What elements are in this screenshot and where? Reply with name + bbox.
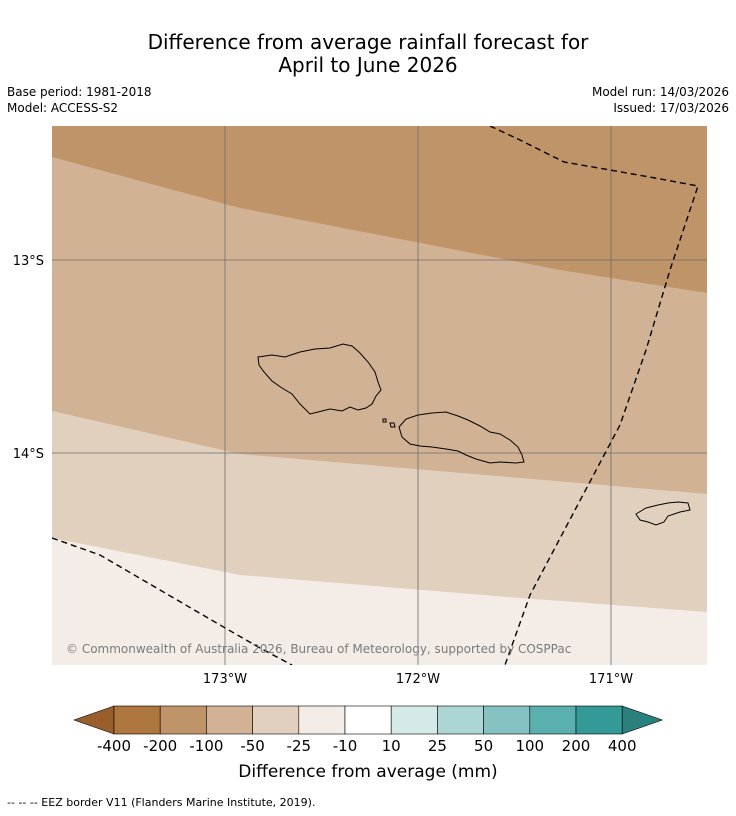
model-name: Model: ACCESS-S2 [7, 101, 119, 115]
colorbar-swatch [575, 705, 623, 735]
savaii-island [257, 343, 382, 415]
colorbar-swatch [344, 705, 392, 735]
copyright-text: © Commonwealth of Australia 2026, Bureau… [66, 642, 571, 656]
colorbar-tick-label: 400 [608, 737, 637, 755]
lon-label-171w: 171°W [589, 672, 633, 687]
base-period: Base period: 1981-2018 [7, 85, 152, 99]
eez-border-southwest [52, 537, 293, 665]
lon-label-172w: 172°W [396, 672, 440, 687]
colorbar-tick-label: 50 [474, 737, 493, 755]
colorbar-tick-label: 25 [428, 737, 447, 755]
lon-label-173w: 173°W [203, 672, 247, 687]
eez-border-north [489, 126, 699, 665]
colorbar-swatch [252, 705, 300, 735]
colorbar-tick-label: -200 [143, 737, 177, 755]
colorbar-tick-label: -50 [240, 737, 265, 755]
colorbar-swatch [113, 705, 161, 735]
lat-label-14s: 14°S [13, 447, 44, 462]
chart-title: Difference from average rainfall forecas… [0, 31, 736, 77]
colorbar-swatch [159, 705, 207, 735]
colorbar-swatch [298, 705, 346, 735]
colorbar-swatch [390, 705, 438, 735]
colorbar-tick-label: -100 [189, 737, 223, 755]
issued-date: Issued: 17/03/2026 [613, 101, 729, 115]
colorbar-tick-label: -400 [97, 737, 131, 755]
colorbar-extend-low [73, 705, 115, 735]
colorbar-tick-label: 200 [562, 737, 591, 755]
colorbar-swatch [529, 705, 577, 735]
colorbar-tick-label: -10 [333, 737, 358, 755]
islet-a [382, 418, 387, 423]
lat-label-13s: 13°S [13, 254, 44, 269]
eez-footnote: -- -- -- EEZ border V11 (Flanders Marine… [7, 796, 316, 809]
colorbar-extend-high [621, 705, 664, 735]
colorbar-swatch [206, 705, 253, 735]
colorbar-tick-label: -25 [287, 737, 312, 755]
colorbar-tick-label: 10 [382, 737, 401, 755]
title-line-1: Difference from average rainfall forecas… [147, 30, 589, 54]
colorbar: -400 -200 -100 -50 -25 -10 10 25 50 100 200 400 [73, 705, 664, 755]
map-area: © Commonwealth of Australia 2026, Bureau… [52, 126, 707, 665]
upolu-island [398, 411, 525, 464]
colorbar-title: Difference from average (mm) [238, 762, 498, 782]
model-run: Model run: 14/03/2026 [591, 85, 729, 99]
band-minus-200 [52, 126, 707, 293]
title-line-2: April to June 2026 [278, 53, 458, 77]
islet-b [389, 422, 396, 428]
colorbar-swatch [437, 705, 484, 735]
meta-right: Model run: 14/03/2026 Issued: 17/03/2026 [592, 84, 729, 116]
colorbar-swatch [483, 705, 531, 735]
tutuila-island [635, 501, 691, 526]
meta-left: Base period: 1981-2018 Model: ACCESS-S2 [7, 84, 152, 116]
colorbar-tick-label: 100 [515, 737, 544, 755]
